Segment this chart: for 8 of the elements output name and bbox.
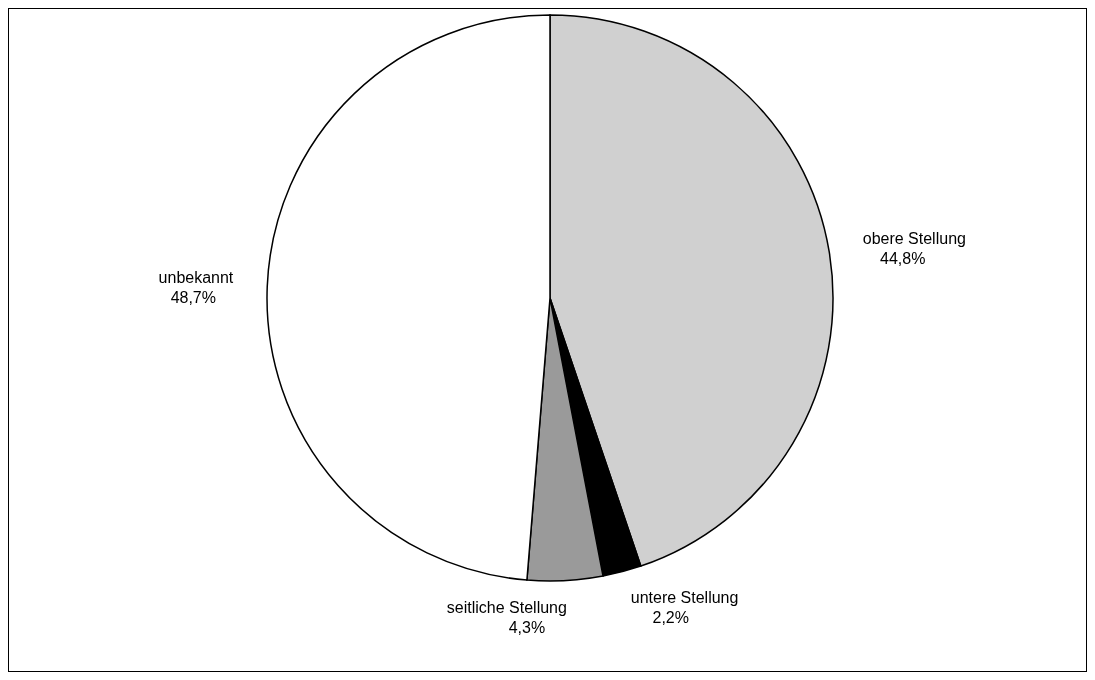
data-label: 4,3%: [508, 618, 546, 636]
data-label: 44,8%: [880, 250, 926, 268]
slice-label: untere Stellung: [630, 588, 739, 606]
data-label: 2,2%: [652, 608, 689, 626]
slice-label: obere Stellung: [862, 230, 966, 248]
slice-label: seitliche Stellung: [446, 598, 567, 616]
slice-label: unbekannt: [158, 269, 234, 287]
data-label: 48,7%: [170, 289, 216, 307]
